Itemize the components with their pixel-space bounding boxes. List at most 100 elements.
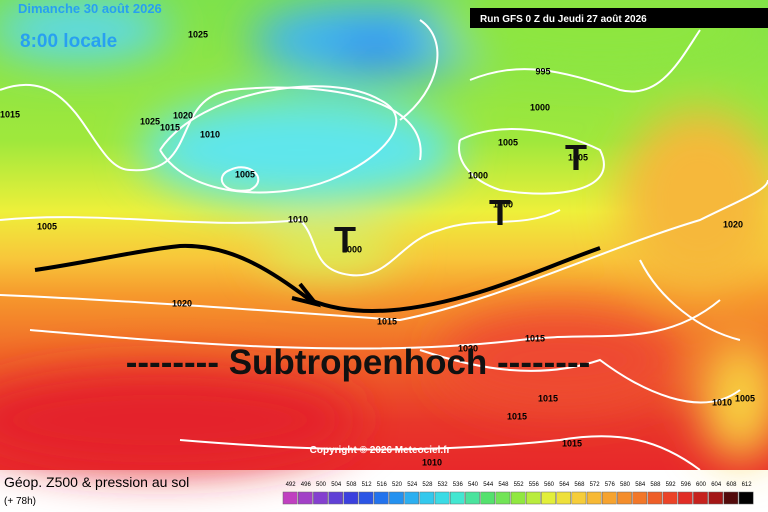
scale-swatch [358, 491, 374, 505]
isobar-label: 1015 [0, 109, 20, 119]
low-marker: T [334, 219, 356, 260]
scale-label: 552 [514, 482, 525, 488]
scale-swatch [434, 491, 450, 505]
scale-swatch [404, 491, 420, 505]
isobar-label: 1010 [288, 214, 308, 224]
scale-label: 548 [498, 482, 509, 488]
run-info: Run GFS 0 Z du Jeudi 27 août 2026 [480, 14, 647, 25]
scale-swatch [601, 491, 617, 505]
scale-label: 596 [681, 482, 692, 488]
isobar-label: 1015 [377, 316, 397, 326]
scale-swatch [282, 491, 298, 505]
scale-label: 592 [666, 482, 677, 488]
scale-label: 492 [286, 482, 297, 488]
isobar-label: 1015 [507, 411, 527, 421]
isobar-label: 1020 [723, 219, 743, 229]
scale-swatch [647, 491, 663, 505]
isobar-label: 1015 [562, 438, 582, 448]
scale-swatch [449, 491, 465, 505]
scale-label: 604 [711, 482, 722, 488]
scale-swatch [662, 491, 678, 505]
scale-label: 520 [392, 482, 403, 488]
isobar-label: 1005 [568, 152, 588, 162]
scale-swatch [632, 491, 648, 505]
isobar-label: 1005 [235, 169, 255, 179]
date: Dimanche 30 août 2026 [18, 1, 162, 16]
scale-swatch [510, 491, 526, 505]
scale-label: 588 [650, 482, 661, 488]
map [0, 0, 768, 471]
isobar-label: 1005 [498, 137, 518, 147]
scale-label: 600 [696, 482, 707, 488]
low-markers: T T T [334, 137, 587, 260]
scale-swatch [556, 491, 572, 505]
scale-label: 496 [301, 482, 312, 488]
isobar-label: 1015 [160, 122, 180, 132]
scale-label: 576 [605, 482, 616, 488]
lead-time: (+ 78h) [4, 496, 36, 507]
scale-swatch [343, 491, 359, 505]
isobar-label: 1025 [140, 116, 160, 126]
scale-swatch [313, 491, 328, 505]
isobar-label: 1015 [525, 333, 545, 343]
isobar-label: 1020 [173, 110, 193, 120]
scale-label: 512 [362, 482, 373, 488]
scale-swatch [586, 491, 602, 505]
isobar-label: 1005 [37, 221, 57, 231]
isobar-label: 1010 [200, 129, 220, 139]
isobar-label: 1000 [530, 102, 550, 112]
scale-label: 508 [346, 482, 357, 488]
isobar-label: 1000 [342, 244, 362, 254]
isobar-label: 995 [535, 66, 550, 76]
scale-label: 568 [574, 482, 585, 488]
isobar-label: 1025 [188, 29, 208, 39]
isobar-label: 1000 [468, 170, 488, 180]
isobar-label: 1010 [712, 397, 732, 407]
isobar-label: 1010 [422, 457, 442, 467]
scale-swatch [465, 491, 480, 505]
scale-swatch [373, 491, 389, 505]
scale-label: 564 [559, 482, 570, 488]
scale-label: 572 [590, 482, 601, 488]
scale-swatch [738, 491, 754, 505]
scale-label: 560 [544, 482, 555, 488]
scale-swatch [419, 491, 435, 505]
scale-label: 612 [742, 482, 753, 488]
scale-label: 504 [331, 482, 342, 488]
scale-swatch [541, 491, 556, 505]
isobar-label: 1020 [172, 298, 192, 308]
scale-swatch [571, 491, 587, 505]
scale-label: 536 [453, 482, 464, 488]
scale-swatch [328, 491, 344, 505]
scale-label: 584 [635, 482, 646, 488]
scale-label: 500 [316, 482, 327, 488]
annotation: -------- Subtropenhoch -------- [126, 343, 591, 382]
scale-swatch [693, 491, 708, 505]
scale-label: 556 [529, 482, 540, 488]
scale-swatch [617, 491, 632, 505]
local-time: 8:00 locale [20, 31, 117, 52]
scale-label: 540 [468, 482, 479, 488]
color-scale: 492 496 500 504 508 512 516 520 524 528 532 536 540 5… [282, 482, 754, 505]
scale-swatch [677, 491, 693, 505]
scale-label: 608 [726, 482, 737, 488]
scale-swatch [525, 491, 541, 505]
low-marker: T [489, 192, 511, 233]
scale-swatch [297, 491, 313, 505]
isobar-label: 1015 [538, 393, 558, 403]
scale-label: 544 [483, 482, 494, 488]
footer-title: Géop. Z500 & pression au sol [4, 474, 189, 490]
copyright: Copyright © 2026 Meteociel.fr [310, 445, 451, 456]
scale-swatch [723, 491, 739, 505]
scale-swatch [389, 491, 404, 505]
low-marker: T [565, 137, 587, 178]
scale-label: 580 [620, 482, 631, 488]
scale-swatch [495, 491, 511, 505]
scale-label: 524 [407, 482, 418, 488]
scale-label: 528 [422, 482, 433, 488]
isobar-label: 1020 [458, 343, 478, 353]
scale-label: 532 [438, 482, 449, 488]
scale-swatch [480, 491, 496, 505]
